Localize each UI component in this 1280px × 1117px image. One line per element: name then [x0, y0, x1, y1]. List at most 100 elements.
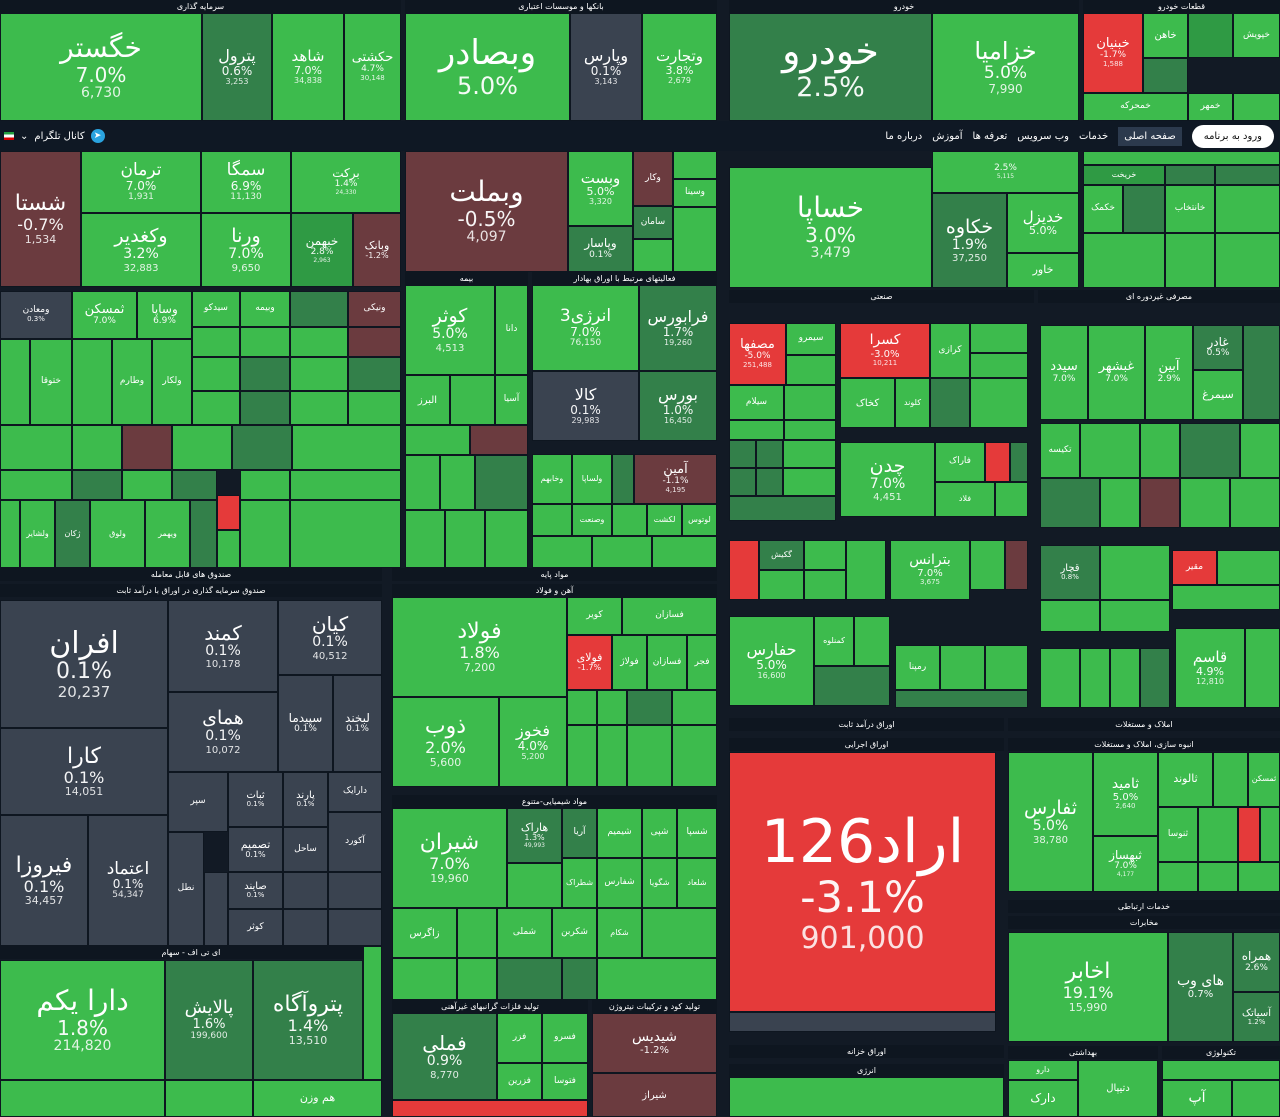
stock-tile[interactable]: کیان 0.1% 40,512: [278, 600, 382, 675]
stock-tile[interactable]: [612, 504, 647, 536]
stock-tile[interactable]: برکت 1.4% 24,330: [291, 151, 401, 213]
stock-tile[interactable]: فسازان: [622, 597, 717, 635]
stock-tile[interactable]: آمین -1.1% 4,195: [634, 454, 717, 504]
stock-tile[interactable]: [445, 510, 485, 568]
stock-tile[interactable]: [240, 500, 290, 568]
stock-tile[interactable]: البرز: [405, 375, 450, 425]
stock-tile[interactable]: خاهن: [1143, 13, 1188, 58]
stock-tile[interactable]: شیدیس -1.2%: [592, 1013, 717, 1073]
stock-tile[interactable]: [985, 442, 1010, 482]
stock-tile[interactable]: تصمیم 0.1%: [228, 827, 283, 872]
stock-tile[interactable]: بورس 1.0% 16,450: [639, 371, 717, 441]
chevron-down-icon[interactable]: ⌄: [20, 130, 29, 142]
stock-tile[interactable]: [1165, 165, 1215, 185]
stock-tile[interactable]: [995, 482, 1028, 517]
stock-tile[interactable]: [729, 1077, 1004, 1117]
stock-tile[interactable]: اراد126 -3.1% 901,000: [729, 752, 996, 1012]
stock-tile[interactable]: همراه 2.6%: [1233, 932, 1280, 992]
stock-tile[interactable]: پارند 0.1%: [283, 772, 328, 827]
stock-tile[interactable]: [328, 909, 382, 946]
stock-tile[interactable]: وتجارت 3.8% 2,679: [642, 13, 717, 121]
stock-tile[interactable]: [1215, 185, 1280, 233]
stock-tile[interactable]: [1140, 478, 1180, 528]
stock-tile[interactable]: [729, 1012, 996, 1032]
stock-tile[interactable]: بترانس 7.0% 3,675: [890, 540, 970, 600]
stock-tile[interactable]: [784, 420, 836, 440]
stock-tile[interactable]: [1123, 185, 1165, 233]
stock-tile[interactable]: [1240, 423, 1280, 478]
stock-tile[interactable]: سیمرو: [786, 323, 836, 355]
stock-tile[interactable]: آریا: [562, 808, 597, 858]
stock-tile[interactable]: سامان: [633, 206, 673, 239]
stock-tile[interactable]: [562, 958, 597, 1000]
stock-tile[interactable]: کرازی: [930, 323, 970, 378]
login-button[interactable]: ورود به برنامه: [1191, 124, 1274, 148]
stock-tile[interactable]: [567, 725, 597, 787]
stock-tile[interactable]: [592, 536, 652, 568]
stock-tile[interactable]: [1100, 545, 1170, 600]
stock-tile[interactable]: ونیکی: [348, 291, 401, 327]
stock-tile[interactable]: [348, 391, 401, 425]
stock-tile[interactable]: [348, 327, 401, 357]
stock-tile[interactable]: دارک: [1008, 1080, 1078, 1117]
stock-tile[interactable]: کلوند: [895, 378, 930, 428]
stock-tile[interactable]: ولکار: [152, 339, 192, 425]
stock-tile[interactable]: [1260, 807, 1280, 862]
stock-tile[interactable]: خبهمن 2.8% 2,963: [291, 213, 353, 287]
stock-tile[interactable]: فرابورس 1.7% 19,260: [639, 285, 717, 371]
stock-tile[interactable]: فولای -1.7%: [567, 635, 612, 690]
stock-tile[interactable]: [405, 425, 470, 455]
stock-tile[interactable]: [759, 570, 804, 600]
stock-tile[interactable]: [240, 391, 290, 425]
stock-tile[interactable]: [1172, 585, 1280, 610]
stock-tile[interactable]: [1083, 233, 1165, 288]
stock-tile[interactable]: فخوز 4.0% 5,200: [499, 697, 567, 787]
stock-tile[interactable]: [507, 863, 562, 908]
stock-tile[interactable]: سیدد 7.0%: [1040, 325, 1088, 420]
stock-tile[interactable]: [1083, 151, 1280, 165]
stock-tile[interactable]: [627, 725, 672, 787]
stock-tile[interactable]: وپاسار 0.1%: [568, 226, 633, 272]
stock-tile[interactable]: تکیسه: [1040, 423, 1080, 478]
stock-tile[interactable]: [283, 909, 328, 946]
stock-tile[interactable]: [672, 690, 717, 725]
stock-tile[interactable]: [72, 470, 122, 500]
stock-tile[interactable]: خگستر 7.0% 6,730: [0, 13, 202, 121]
stock-tile[interactable]: [290, 391, 348, 425]
stock-tile[interactable]: [392, 958, 457, 1000]
stock-tile[interactable]: [72, 339, 112, 425]
stock-tile[interactable]: خساپا 3.0% 3,479: [729, 167, 932, 288]
stock-tile[interactable]: دانا: [495, 285, 528, 375]
stock-tile[interactable]: قاسم 4.9% 12,810: [1175, 628, 1245, 708]
stock-tile[interactable]: وساپا 6.9%: [137, 291, 192, 339]
stock-tile[interactable]: لبخند 0.1%: [333, 675, 382, 772]
stock-tile[interactable]: [405, 455, 440, 510]
stock-tile[interactable]: کویر: [567, 597, 622, 635]
stock-tile[interactable]: [328, 872, 382, 909]
stock-tile[interactable]: [392, 1100, 588, 1117]
stock-tile[interactable]: [1100, 600, 1170, 632]
stock-tile[interactable]: [930, 378, 970, 428]
stock-tile[interactable]: [784, 385, 836, 420]
stock-tile[interactable]: [672, 725, 717, 787]
stock-tile[interactable]: کمنلوه: [814, 616, 854, 666]
stock-tile[interactable]: [1100, 478, 1140, 528]
stock-tile[interactable]: گکیش: [759, 540, 804, 570]
stock-tile[interactable]: چدن 7.0% 4,451: [840, 442, 935, 517]
stock-tile[interactable]: [1217, 550, 1280, 585]
stock-tile[interactable]: [0, 339, 30, 425]
stock-tile[interactable]: صایند 0.1%: [228, 872, 283, 909]
stock-tile[interactable]: رمپنا: [895, 645, 940, 690]
stock-tile[interactable]: [1245, 628, 1280, 708]
stock-tile[interactable]: دارا یکم 1.8% 214,820: [0, 960, 165, 1080]
stock-tile[interactable]: [970, 378, 1028, 428]
stock-tile[interactable]: اعتماد 0.1% 54,347: [88, 815, 168, 946]
stock-tile[interactable]: [1215, 165, 1280, 185]
stock-tile[interactable]: [240, 357, 290, 391]
stock-tile[interactable]: [0, 1080, 165, 1117]
stock-tile[interactable]: [652, 536, 717, 568]
stock-tile[interactable]: [1233, 93, 1280, 121]
stock-tile[interactable]: [597, 725, 627, 787]
stock-tile[interactable]: [970, 540, 1005, 590]
stock-tile[interactable]: ثالوند: [1158, 752, 1213, 807]
